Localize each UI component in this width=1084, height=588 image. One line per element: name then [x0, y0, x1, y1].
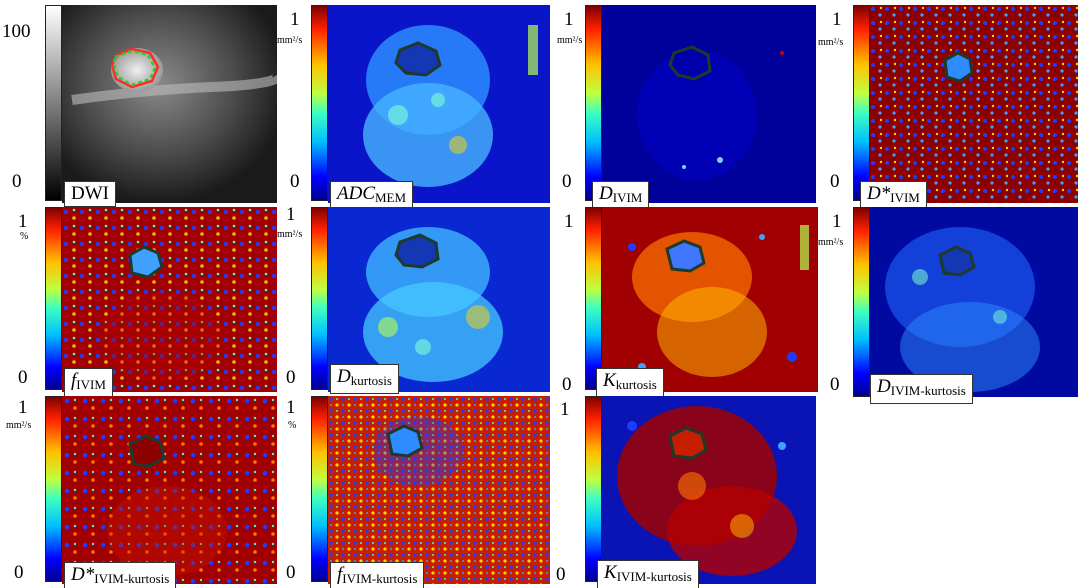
colorbar-jet: [585, 396, 602, 582]
colorbar-min-label: 0: [286, 562, 296, 583]
colorbar-jet: [311, 5, 328, 201]
colorbar-min-label: 0: [290, 171, 300, 192]
panel-label-d-ivim-kurtosis: DIVIM-kurtosis: [870, 374, 973, 404]
colorbar-min-label: 0: [14, 562, 24, 583]
k-ivim-kurtosis-map-image: [602, 396, 816, 584]
dstar-ivim-kurtosis-map-image: [62, 396, 277, 584]
colorbar-jet: [311, 207, 328, 390]
colorbar-unit: mm²/s: [557, 35, 583, 46]
d-ivim-kurtosis-map-image: [870, 207, 1078, 397]
colorbar-max-label: 1: [18, 211, 28, 232]
colorbar-jet: [585, 5, 602, 201]
panel-label-dstar-ivim-kurtosis: D*IVIM-kurtosis: [64, 562, 177, 588]
colorbar-unit: %: [288, 420, 297, 431]
panel-label-dwi: DWI: [64, 181, 116, 207]
colorbar-max-label: 1: [286, 204, 296, 225]
colorbar-jet: [45, 207, 62, 390]
colorbar-min-label: 0: [830, 374, 840, 395]
colorbar-min-label: 0: [286, 367, 296, 388]
colorbar-max-label: 1: [18, 397, 28, 418]
colorbar-min-label: 0: [18, 367, 28, 388]
panel-label-k-kurtosis: Kkurtosis: [596, 368, 664, 398]
colorbar-unit: mm²/s: [818, 237, 844, 248]
d-ivim-map-image: [602, 5, 816, 203]
colorbar-max-label: 1: [832, 211, 842, 232]
panel-label-d-kurtosis: Dkurtosis: [330, 364, 399, 394]
colorbar-max-label: 1: [286, 397, 296, 418]
panel-label-k-ivim-kurtosis: KIVIM-kurtosis: [597, 560, 699, 588]
colorbar-unit: mm²/s: [6, 420, 32, 431]
colorbar-jet: [45, 396, 62, 582]
dwi-map-image: [62, 5, 277, 203]
adc-mem-map-image: [328, 5, 550, 203]
colorbar-jet: [311, 396, 328, 582]
colorbar-jet: [853, 5, 870, 201]
colorbar-min-label: 0: [12, 171, 22, 192]
panel-label-f-ivim: fIVIM: [64, 368, 113, 398]
colorbar-jet: [585, 207, 602, 390]
dstar-ivim-map-image: [870, 5, 1078, 203]
colorbar-unit: mm²/s: [277, 229, 303, 240]
colorbar-max-label: 1: [564, 9, 574, 30]
colorbar-unit: %: [20, 231, 29, 242]
f-ivim-kurtosis-map-image: [328, 396, 550, 584]
colorbar-max-label: 100: [2, 21, 31, 42]
f-ivim-map-image: [62, 207, 277, 392]
colorbar-jet: [853, 207, 870, 397]
colorbar-unit: mm²/s: [818, 37, 844, 48]
colorbar-max-label: 1: [560, 399, 570, 420]
colorbar-gray: [45, 5, 62, 201]
colorbar-min-label: 0: [562, 171, 572, 192]
colorbar-min-label: 0: [562, 374, 572, 395]
colorbar-max-label: 1: [564, 211, 574, 232]
colorbar-unit: mm²/s: [277, 35, 303, 46]
panel-label-f-ivim-kurtosis: fIVIM-kurtosis: [330, 562, 425, 588]
k-kurtosis-map-image: [602, 207, 818, 392]
colorbar-max-label: 1: [290, 9, 300, 30]
colorbar-max-label: 1: [832, 9, 842, 30]
panel-label-d-ivim: DIVIM: [592, 181, 650, 211]
d-kurtosis-map-image: [328, 207, 550, 392]
colorbar-min-label: 0: [830, 171, 840, 192]
colorbar-min-label: 0: [556, 564, 566, 585]
